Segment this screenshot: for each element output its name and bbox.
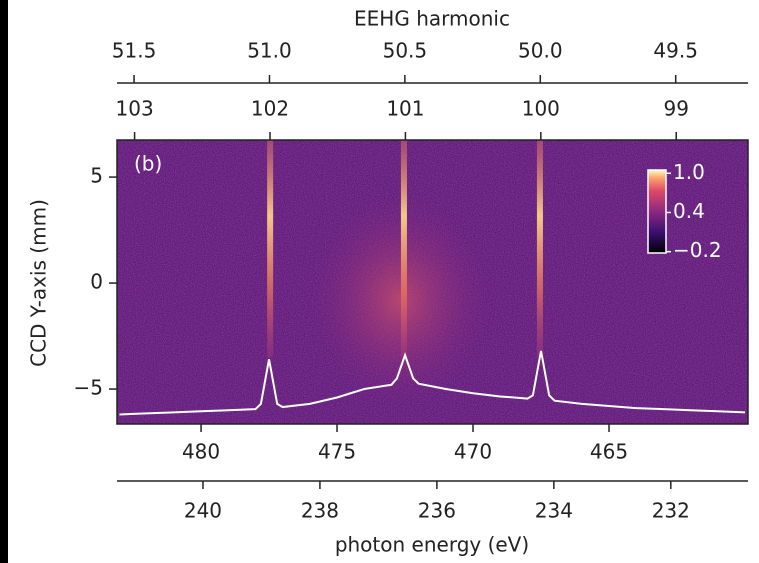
- top-axis-label: EEHG harmonic: [354, 7, 510, 31]
- tick-label: 465: [590, 440, 628, 464]
- colorbar-tick-label: −0.2: [673, 238, 722, 262]
- colorbar: [647, 169, 667, 254]
- tick-label: 50.5: [383, 39, 428, 63]
- plot-layer: [119, 140, 746, 416]
- diffuse-emission: [310, 195, 490, 405]
- y-tick-label: −5: [74, 376, 103, 400]
- emission-streak: [536, 140, 543, 358]
- tick-label: 234: [535, 499, 573, 523]
- tick-label: 238: [301, 499, 339, 523]
- colorbar-tick-label: 1.0: [673, 160, 705, 184]
- tick-label: 50.0: [518, 39, 563, 63]
- tick-label: 51.0: [247, 39, 292, 63]
- tick-label: 103: [116, 97, 154, 121]
- tick-label: 475: [318, 440, 356, 464]
- tick-label: 470: [454, 440, 492, 464]
- tick-label: 101: [386, 97, 424, 121]
- tick-label: 240: [184, 499, 222, 523]
- edge-strip: [0, 0, 8, 563]
- heatmap: [117, 140, 748, 424]
- tick-label: 236: [418, 499, 456, 523]
- tick-label: 102: [251, 97, 289, 121]
- y-tick-label: 5: [90, 164, 103, 188]
- colorbar-tick-label: 0.4: [673, 199, 705, 223]
- spectrum-line: [119, 350, 746, 416]
- emission-streak: [267, 140, 274, 358]
- y-tick-label: 0: [90, 270, 103, 294]
- y-axis-label: CCD Y-axis (mm): [27, 199, 51, 367]
- tick-label: 100: [522, 97, 560, 121]
- tick-label: 480: [182, 440, 220, 464]
- tick-label: 49.5: [653, 39, 698, 63]
- emission-streak: [400, 140, 407, 358]
- tick-label: 232: [652, 499, 690, 523]
- x-axis-label: photon energy (eV): [335, 533, 529, 557]
- panel-label: (b): [134, 152, 162, 176]
- tick-label: 51.5: [112, 39, 157, 63]
- tick-label: 99: [664, 97, 689, 121]
- plot-frame: [116, 139, 749, 425]
